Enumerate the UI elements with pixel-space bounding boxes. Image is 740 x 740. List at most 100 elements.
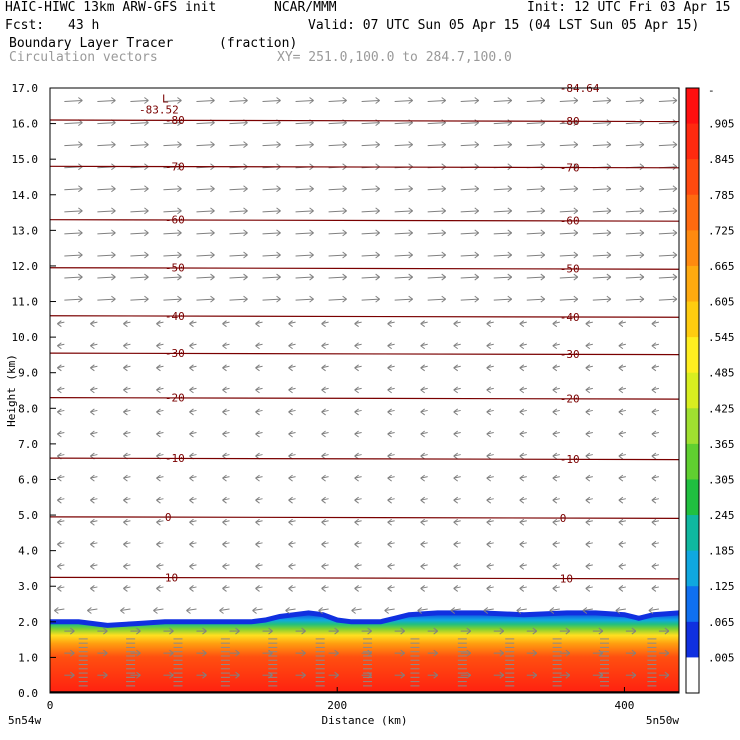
circulation-vector	[64, 671, 75, 679]
circulation-vector	[130, 273, 149, 281]
y-tick-label: 5.0	[18, 509, 38, 522]
fcst-label: Fcst:	[5, 18, 45, 33]
circulation-vector	[585, 496, 593, 504]
circulation-vector	[387, 342, 395, 350]
circulation-vector	[493, 251, 513, 259]
circulation-vector	[592, 295, 612, 303]
circulation-vector	[618, 386, 626, 394]
circulation-vector	[288, 430, 296, 438]
circulation-vector	[354, 386, 362, 394]
circulation-vector	[585, 474, 593, 482]
circulation-vector	[57, 518, 65, 526]
circulation-vector	[658, 97, 678, 104]
org-label: NCAR/MMM	[274, 0, 337, 15]
circulation-vector	[196, 185, 215, 193]
circulation-vector	[123, 585, 131, 592]
y-tick-label: 16.0	[12, 118, 39, 131]
circulation-vector	[585, 320, 593, 328]
isotherm-label: -10	[560, 453, 580, 466]
circulation-vector	[252, 607, 263, 614]
circulation-vector	[420, 342, 428, 350]
circulation-vector	[585, 562, 593, 570]
circulation-vector	[64, 207, 83, 215]
circulation-vector	[222, 562, 230, 570]
colorbar-swatch	[686, 194, 699, 231]
circulation-vector	[288, 364, 296, 372]
circulation-vector	[57, 562, 65, 570]
circulation-vector	[354, 474, 362, 482]
circulation-vector	[625, 141, 645, 149]
circulation-vector	[57, 474, 65, 482]
circulation-vector	[387, 496, 395, 504]
circulation-vector	[552, 562, 560, 570]
circulation-vector	[526, 229, 546, 237]
circulation-vector	[552, 585, 560, 592]
x-tick-label: 400	[614, 699, 634, 712]
circulation-vector	[229, 229, 248, 237]
isotherm-label: -80	[165, 114, 185, 127]
circulation-vector	[163, 295, 182, 303]
circulation-vector	[97, 229, 116, 237]
y-tick-label: 3.0	[18, 580, 38, 593]
circulation-vector	[618, 585, 626, 592]
circulation-vector	[123, 496, 131, 504]
circulation-vector	[97, 251, 116, 259]
circulation-vector	[493, 97, 513, 104]
circulation-vector	[255, 496, 263, 504]
colorbar-label: .725	[708, 224, 735, 237]
circulation-vector	[516, 607, 527, 614]
circulation-vector	[361, 627, 372, 635]
colorbar-swatch	[686, 123, 699, 160]
circulation-vector	[486, 430, 494, 438]
circulation-vector	[321, 518, 329, 526]
circulation-vector	[651, 518, 659, 526]
isotherm-label: -20	[560, 393, 580, 406]
circulation-vector	[328, 207, 347, 215]
isotherm-line	[49, 457, 680, 461]
circulation-vector	[64, 185, 83, 193]
circulation-vector	[130, 649, 141, 657]
circulation-vector	[222, 496, 230, 504]
circulation-vector	[130, 141, 149, 149]
plot-background	[50, 88, 679, 693]
circulation-vector	[394, 251, 413, 259]
isotherm-label: -60	[165, 214, 185, 227]
circulation-vector	[123, 386, 131, 394]
circulation-vector	[618, 474, 626, 482]
circulation-vector	[97, 273, 116, 281]
circulation-vector	[361, 229, 380, 237]
circulation-vector	[559, 229, 579, 237]
circulation-vector	[486, 474, 494, 482]
circulation-vector	[354, 585, 362, 592]
colorbar-swatch	[686, 301, 699, 338]
circulation-vector	[453, 540, 461, 548]
circulation-vector	[321, 496, 329, 504]
xy-label: XY= 251.0,100.0 to 284.7,100.0	[277, 50, 512, 65]
colorbar-label: .245	[708, 509, 735, 522]
circulation-vector	[255, 540, 263, 548]
colorbar-swatch	[686, 443, 699, 480]
circulation-vector	[295, 251, 314, 259]
circulation-vector	[559, 185, 579, 193]
circulation-vector	[526, 207, 546, 215]
isotherm-line	[49, 119, 680, 123]
isotherm-label: -40	[560, 311, 580, 324]
circulation-vector	[387, 430, 395, 438]
circulation-vector	[288, 342, 296, 350]
circulation-vector	[163, 273, 182, 281]
circulation-vector	[519, 585, 527, 592]
circulation-vector	[658, 185, 678, 193]
circulation-vector	[552, 430, 560, 438]
isotherm-label: 10	[165, 571, 178, 584]
circulation-vector	[163, 627, 174, 635]
circulation-vector	[394, 273, 413, 281]
circulation-vector	[361, 185, 380, 193]
circulation-vector	[130, 295, 149, 303]
circulation-vector	[625, 649, 637, 657]
colorbar-swatch	[686, 372, 699, 409]
circulation-vector	[196, 627, 207, 635]
circulation-vector	[288, 386, 296, 394]
circulation-vector	[321, 386, 329, 394]
circulation-vector	[658, 649, 670, 657]
circulation-vector	[559, 251, 579, 259]
